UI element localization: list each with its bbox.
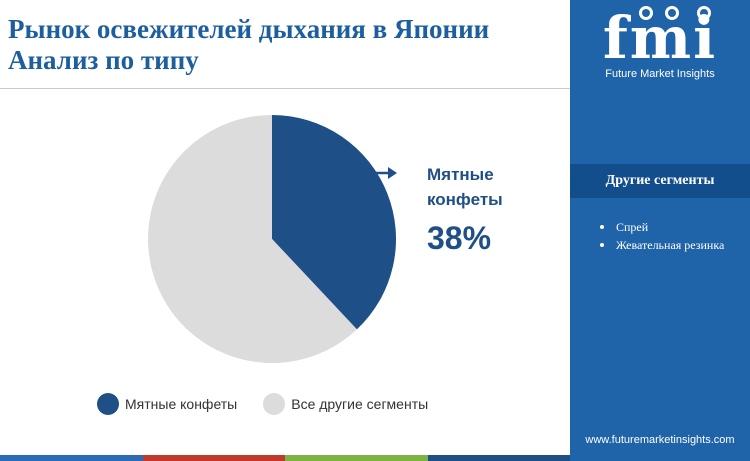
page-title: Рынок освежителей дыхания в Японии Анали… [8, 14, 568, 76]
bottom-bar-segment-4 [427, 455, 570, 461]
bottom-bar-segment-3 [285, 455, 428, 461]
pie-slice-mints [272, 115, 397, 330]
callout-arrow [374, 167, 397, 179]
other-segments-title: Другие сегменты [570, 164, 750, 198]
title-line-2: Анализ по типу [8, 45, 199, 75]
bottom-bar-segment-1 [0, 455, 143, 461]
other-segment-item: Жевательная резинка [598, 236, 724, 254]
callout-label-line-2: конфеты [427, 190, 503, 209]
legend-label-other: Все другие сегменты [291, 396, 429, 412]
legend-label-mints: Мятные конфеты [125, 396, 238, 412]
website-link[interactable]: www.futuremarketinsights.com [585, 434, 735, 446]
brand-globe-icons [639, 6, 711, 20]
brand-name: Future Market Insights [605, 68, 715, 80]
title-line-1: Рынок освежителей дыхания в Японии [8, 14, 490, 44]
side-panel: fmi Future Market Insights Другие сегмен… [570, 0, 750, 461]
callout-label: Мятные конфеты [427, 162, 503, 212]
title-divider [0, 88, 570, 89]
other-segments-list: Спрей Жевательная резинка [598, 218, 724, 254]
legend-swatch-mints [97, 393, 119, 415]
pie-slices [148, 115, 397, 363]
callout-label-line-1: Мятные [427, 165, 494, 184]
bottom-color-bar [0, 455, 570, 461]
pie-slice-other [148, 115, 357, 363]
legend-item-other: Все другие сегменты [263, 393, 428, 415]
legend-swatch-other [263, 393, 286, 415]
brand-logo: fmi [602, 4, 718, 72]
callout-value: 38% [427, 220, 492, 256]
pie-chart [148, 115, 397, 363]
bottom-bar-segment-2 [142, 455, 285, 461]
other-segment-item: Спрей [598, 218, 724, 236]
chart-legend: Мятные конфеты Все другие сегменты [97, 393, 454, 415]
legend-item-mints: Мятные конфеты [97, 393, 237, 415]
